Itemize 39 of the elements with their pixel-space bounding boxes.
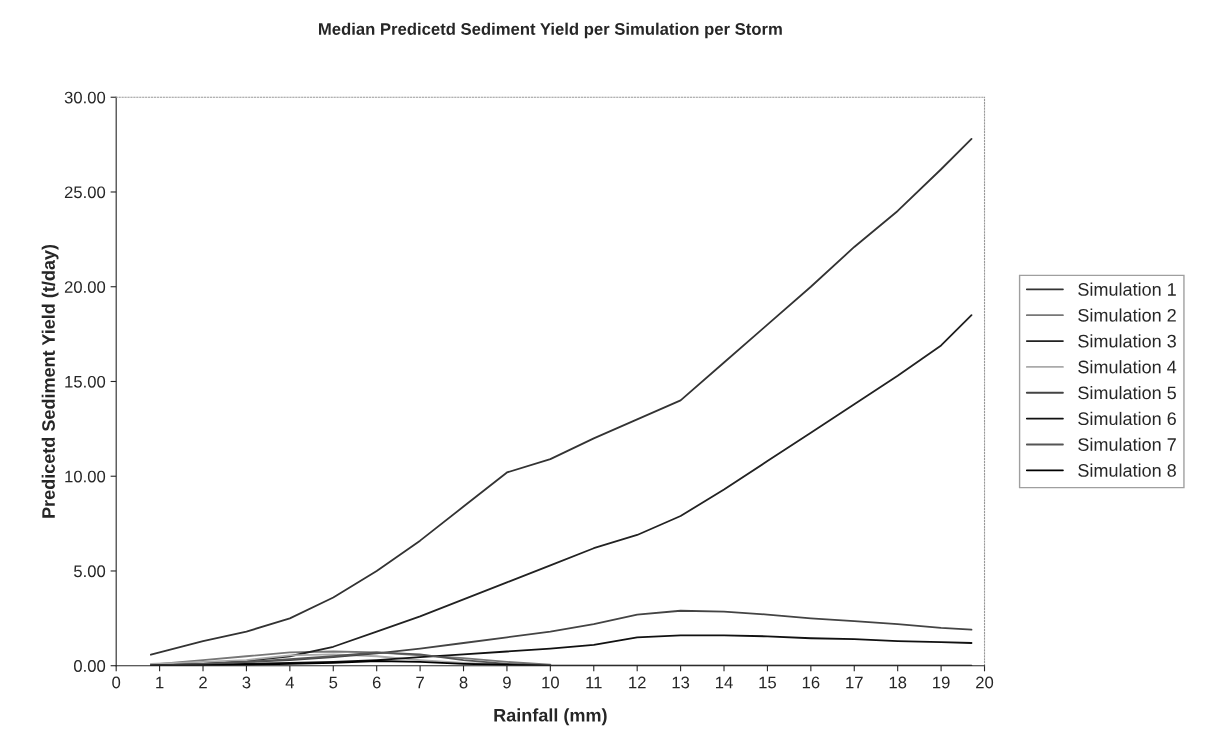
- y-tick-label: 15.00: [65, 375, 106, 388]
- x-tick-label: 12: [629, 676, 646, 689]
- x-tick-label: 20: [976, 676, 994, 689]
- x-tick-label: 10: [542, 676, 559, 689]
- legend-label: Simulation 1: [1078, 282, 1176, 296]
- y-axis-title: Predicetd Sediment Yield (t/day): [41, 244, 59, 518]
- y-tick-label: 5.00: [74, 565, 106, 578]
- x-tick-label: 13: [672, 676, 690, 689]
- legend-label: Simulation 2: [1078, 308, 1176, 322]
- y-tick-label: 20.00: [64, 281, 106, 293]
- x-tick-label: 19: [933, 676, 950, 689]
- legend-label: Simulation 6: [1078, 411, 1176, 426]
- y-tick-label: 25.00: [64, 186, 106, 199]
- x-tick-label: 0: [112, 676, 121, 689]
- x-tick-label: 3: [242, 676, 251, 689]
- x-axis-title: Rainfall (mm): [494, 708, 607, 726]
- x-tick-label: 6: [372, 676, 381, 689]
- legend-label: Simulation 7: [1078, 437, 1176, 451]
- x-tick-label: 2: [199, 676, 207, 689]
- x-tick-label: 14: [716, 676, 733, 689]
- x-tick-label: 8: [459, 676, 468, 689]
- x-tick-label: 5: [329, 676, 338, 689]
- x-tick-label: 18: [889, 676, 907, 689]
- x-tick-label: 17: [846, 676, 863, 689]
- x-tick-label: 7: [416, 676, 424, 689]
- x-tick-label: 16: [802, 676, 820, 689]
- legend-label: Simulation 8: [1078, 463, 1176, 477]
- x-tick-label: 11: [586, 676, 602, 689]
- legend-label: Simulation 3: [1078, 334, 1176, 348]
- legend-label: Simulation 5: [1078, 385, 1176, 400]
- x-tick-label: 15: [759, 676, 776, 689]
- y-tick-label: 0.00: [73, 660, 106, 672]
- x-tick-label: 9: [503, 676, 511, 689]
- y-tick-label: 10.00: [65, 470, 106, 483]
- legend-label: Simulation 4: [1078, 360, 1177, 374]
- x-tick-label: 1: [156, 676, 164, 689]
- y-tick-label: 30.00: [64, 91, 106, 104]
- x-tick-label: 4: [285, 676, 294, 689]
- chart-title: Median Predicetd Sediment Yield per Simulation per Storm: [319, 22, 782, 39]
